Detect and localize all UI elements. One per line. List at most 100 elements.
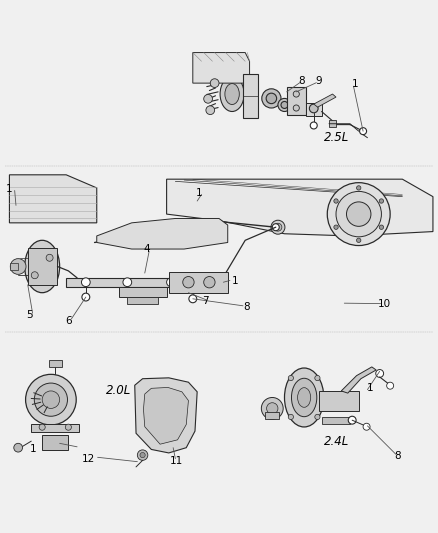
Circle shape [387,382,394,389]
Text: 4: 4 [144,244,150,254]
Polygon shape [193,53,250,83]
Ellipse shape [285,368,324,427]
Circle shape [143,295,151,303]
Circle shape [183,277,194,288]
Circle shape [123,278,132,287]
Polygon shape [49,360,62,367]
Text: 2.0L: 2.0L [106,384,131,398]
Polygon shape [42,434,68,450]
Circle shape [357,238,361,243]
Circle shape [278,99,291,111]
Polygon shape [169,272,228,293]
Polygon shape [265,412,279,419]
Polygon shape [166,179,433,236]
Circle shape [271,220,285,234]
Polygon shape [127,297,158,304]
Polygon shape [306,103,321,116]
Text: 7: 7 [202,296,208,306]
Circle shape [310,122,317,129]
Ellipse shape [291,378,317,417]
Circle shape [293,105,299,111]
Circle shape [348,416,356,424]
Circle shape [274,223,282,231]
Circle shape [266,93,277,103]
Circle shape [42,391,60,408]
Circle shape [309,104,318,113]
Circle shape [34,383,67,416]
Polygon shape [144,387,188,444]
Circle shape [31,272,38,279]
Circle shape [360,128,367,135]
Polygon shape [31,424,79,432]
Circle shape [11,259,26,274]
Circle shape [82,293,90,301]
Text: 1: 1 [232,276,239,286]
Text: 6: 6 [65,316,72,326]
Circle shape [166,278,175,287]
Polygon shape [287,87,306,115]
Circle shape [261,398,283,419]
Circle shape [81,278,90,287]
Text: 11: 11 [170,456,183,466]
Polygon shape [119,287,166,297]
Text: 2.4L: 2.4L [324,434,350,448]
Circle shape [363,423,370,430]
Circle shape [65,424,71,430]
Circle shape [379,199,384,203]
Polygon shape [135,378,197,453]
Polygon shape [11,263,18,270]
Text: 5: 5 [27,310,33,320]
Circle shape [281,101,288,108]
Circle shape [288,414,293,419]
Polygon shape [28,248,57,285]
Polygon shape [321,417,350,424]
Circle shape [204,277,215,288]
Circle shape [315,375,320,381]
Circle shape [357,185,361,190]
Text: 1: 1 [6,184,13,194]
Circle shape [379,225,384,229]
Circle shape [206,106,215,115]
Text: 2.5L: 2.5L [324,131,350,144]
Circle shape [346,202,371,227]
Circle shape [204,94,212,103]
Polygon shape [10,175,97,223]
Text: 1: 1 [30,444,37,454]
Text: 9: 9 [315,76,322,86]
Circle shape [376,369,384,377]
Polygon shape [243,75,258,118]
Circle shape [334,225,338,229]
Text: 1: 1 [366,383,373,393]
Ellipse shape [220,77,244,111]
Circle shape [140,453,145,458]
Circle shape [14,443,22,452]
Circle shape [334,199,338,203]
Circle shape [189,295,197,303]
Text: 1: 1 [352,78,359,88]
Circle shape [267,403,278,414]
Text: 8: 8 [243,302,249,312]
Circle shape [327,183,390,246]
Polygon shape [66,278,223,287]
Circle shape [210,79,219,87]
Polygon shape [329,120,336,127]
Circle shape [293,91,299,97]
Circle shape [138,450,148,461]
Ellipse shape [225,84,239,104]
Circle shape [262,89,281,108]
Circle shape [201,278,210,287]
Circle shape [315,414,320,419]
Circle shape [25,374,76,425]
Circle shape [288,375,293,381]
Ellipse shape [25,240,60,293]
Text: 1: 1 [196,188,203,198]
Text: 10: 10 [378,300,391,310]
Text: 12: 12 [82,454,95,464]
Polygon shape [97,219,228,249]
Circle shape [46,254,53,261]
Circle shape [272,224,279,231]
Text: 8: 8 [395,451,401,462]
Circle shape [39,424,45,430]
Polygon shape [341,367,376,393]
Circle shape [336,191,381,237]
